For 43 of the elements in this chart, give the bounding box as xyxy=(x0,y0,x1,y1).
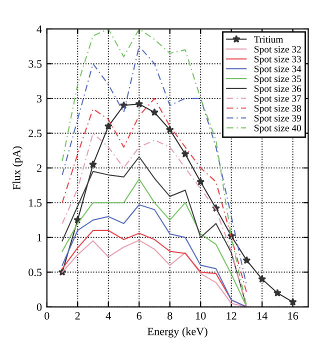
x-tick-label: 10 xyxy=(196,312,206,320)
y-tick-label: 0 xyxy=(36,303,42,311)
legend-label: Spot size 38 xyxy=(254,105,302,114)
legend-label: Tritium xyxy=(254,36,284,43)
y-tick-label: 2.5 xyxy=(28,130,42,138)
point xyxy=(89,160,98,168)
point xyxy=(150,108,158,116)
line-series xyxy=(62,98,248,294)
legend-label: Spot size 35 xyxy=(254,76,302,84)
x-tick-label: 12 xyxy=(226,312,236,320)
y-tick-label: 3 xyxy=(37,94,42,102)
x-tick-label: 8 xyxy=(168,312,172,320)
point xyxy=(135,100,144,108)
y-tick-label: 0.5 xyxy=(28,268,42,276)
point xyxy=(166,126,174,134)
x-tick-label: 14 xyxy=(258,312,268,320)
point xyxy=(288,298,297,306)
legend-label: Spot size 39 xyxy=(254,114,301,124)
legend-label: Spot size 33 xyxy=(254,56,302,64)
x-tick-label: 6 xyxy=(136,312,142,320)
legend-label: Spot size 37 xyxy=(254,95,302,104)
y-axis-title: Flux (pA) xyxy=(12,146,23,190)
x-tick-label: 0 xyxy=(44,312,50,320)
legend-label: Spot size 40 xyxy=(254,124,302,134)
x-axis-title: Energy (keV) xyxy=(148,327,208,338)
point xyxy=(104,122,112,130)
y-tick-label: 4 xyxy=(36,26,42,33)
y-tick-label: 3.5 xyxy=(28,60,42,68)
y-tick-label: 2 xyxy=(36,164,42,172)
legend-label: Spot size 34 xyxy=(254,66,302,74)
point xyxy=(181,150,190,158)
x-tick-label: 4 xyxy=(106,312,111,320)
point xyxy=(242,256,251,264)
legend-label: Spot size 32 xyxy=(254,46,301,55)
x-tick-label: 2 xyxy=(75,312,80,320)
point xyxy=(258,274,266,283)
y-tick-label: 1 xyxy=(37,234,42,242)
point xyxy=(196,178,205,186)
x-tick-label: 16 xyxy=(288,312,298,320)
line-series xyxy=(62,204,248,307)
y-tick-label: 1.5 xyxy=(29,199,42,207)
legend-label: Spot size 36 xyxy=(254,85,302,94)
point xyxy=(273,288,282,297)
